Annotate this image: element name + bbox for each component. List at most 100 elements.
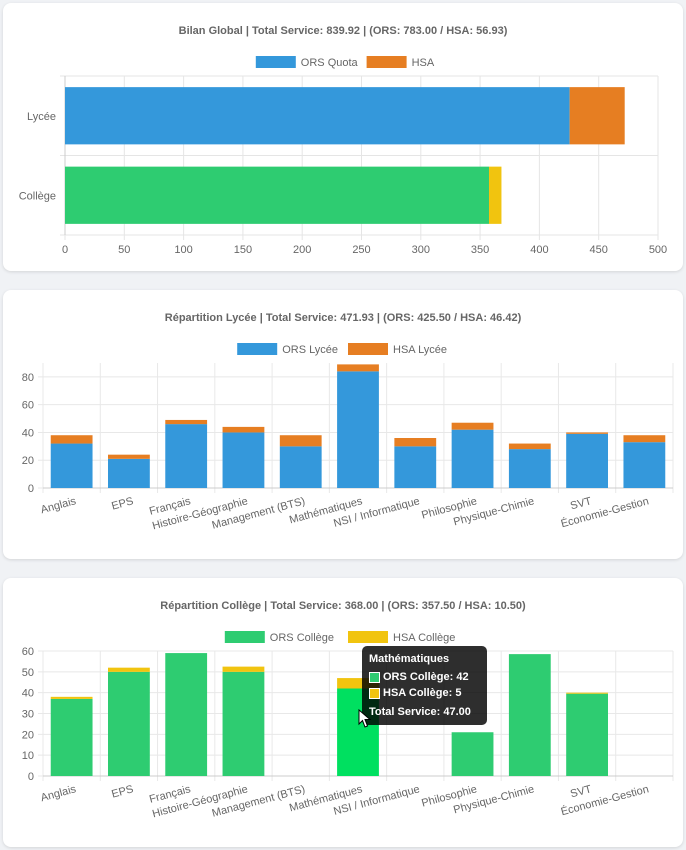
bar-0-8	[508, 449, 551, 488]
bar-0-2	[165, 653, 208, 776]
bar-0-0	[65, 87, 570, 145]
lycee-chart: Répartition Lycée | Total Service: 471.9…	[22, 312, 674, 532]
legend-swatch-1	[348, 343, 388, 355]
legend-label-0: ORS Quota	[301, 57, 359, 69]
y-tick-label-1: 10	[22, 750, 34, 762]
college-chart: Répartition Collège | Total Service: 368…	[22, 600, 674, 820]
bar-0-7	[451, 732, 494, 776]
x-tick-label-5: 250	[352, 244, 370, 256]
bar-0-1	[108, 458, 150, 488]
x-tick-label-8: 400	[530, 244, 548, 256]
bar-0-0	[50, 698, 93, 776]
legend-swatch-0	[255, 56, 296, 68]
bar-1-1	[108, 667, 150, 672]
tooltip-row-hsa: HSA Collège: 5	[369, 685, 480, 701]
tooltip-row-hsa-label: HSA Collège: 5	[383, 687, 462, 699]
bar-0-5	[337, 371, 379, 488]
bar-0-2	[165, 424, 208, 488]
y-tick-label-1: Collège	[19, 190, 56, 202]
y-tick-label-3: 30	[22, 709, 34, 721]
bar-0-3	[222, 671, 265, 776]
y-tick-label-2: 20	[22, 729, 34, 741]
y-tick-label-3: 60	[22, 400, 34, 412]
legend-label-0: ORS Collège	[270, 632, 334, 644]
bar-1-0	[50, 696, 93, 699]
tooltip-swatch-ors	[369, 671, 380, 683]
bar-1-1	[108, 454, 150, 459]
bar-0-3	[222, 432, 265, 488]
y-tick-label-1: 20	[22, 455, 34, 467]
y-tick-label-4: 80	[22, 372, 34, 384]
x-tick-label-0: Anglais	[39, 495, 77, 516]
legend-label-1: HSA Lycée	[393, 344, 447, 356]
x-tick-label-1: EPS	[110, 495, 134, 512]
chart-title: Répartition Collège | Total Service: 368…	[160, 600, 526, 612]
global-chart: Bilan Global | Total Service: 839.92 | (…	[19, 25, 667, 256]
mouse-pointer-icon	[358, 708, 372, 728]
tooltip-title: Mathématiques	[369, 653, 450, 665]
college-chart-card: Répartition Collège | Total Service: 368…	[3, 578, 683, 847]
bar-0-6	[394, 446, 437, 488]
chart-title: Bilan Global | Total Service: 839.92 | (…	[179, 25, 508, 37]
bar-1-7	[451, 422, 494, 430]
bar-1-2	[165, 419, 208, 425]
bar-1-9	[566, 432, 608, 434]
bar-0-1	[65, 166, 489, 224]
x-tick-label-9: SVT	[569, 783, 593, 800]
y-tick-label-0: 0	[28, 483, 34, 495]
bar-0-10	[623, 442, 666, 488]
bar-1-3	[222, 666, 265, 672]
y-tick-label-0: 0	[28, 771, 34, 783]
x-tick-label-9: SVT	[569, 495, 593, 512]
bar-1-6	[394, 438, 437, 447]
bar-0-8	[508, 654, 551, 776]
bar-1-4	[279, 435, 322, 447]
legend-label-1: HSA	[412, 57, 435, 69]
bar-0-4	[279, 446, 322, 488]
tooltip-row-ors-label: ORS Collège: 42	[383, 671, 469, 683]
x-tick-label-0: 0	[62, 244, 68, 256]
lycee-chart-card: Répartition Lycée | Total Service: 471.9…	[3, 290, 683, 559]
global-chart-card: Bilan Global | Total Service: 839.92 | (…	[3, 3, 683, 271]
x-tick-label-7: 350	[471, 244, 489, 256]
x-tick-label-1: EPS	[110, 783, 134, 800]
x-tick-label-2: 100	[174, 244, 192, 256]
bar-0-9	[566, 693, 608, 776]
y-tick-label-6: 60	[22, 646, 34, 658]
legend-label-1: HSA Collège	[393, 632, 455, 644]
x-tick-label-1: 50	[118, 244, 130, 256]
x-tick-label-3: 150	[234, 244, 252, 256]
bar-1-9	[566, 692, 608, 694]
y-tick-label-0: Lycée	[27, 111, 56, 123]
chart-tooltip: Mathématiques ORS Collège: 42 HSA Collèg…	[362, 646, 487, 725]
bar-1-5	[337, 364, 379, 372]
legend-swatch-1	[348, 631, 388, 643]
bar-1-10	[623, 435, 666, 443]
legend-swatch-0	[237, 343, 278, 355]
bar-0-1	[108, 671, 150, 776]
x-tick-label-0: Anglais	[39, 783, 77, 804]
x-tick-label-9: 450	[590, 244, 608, 256]
legend-swatch-0	[224, 631, 265, 643]
y-tick-label-4: 40	[22, 688, 34, 700]
bar-0-9	[566, 433, 608, 488]
tooltip-swatch-hsa	[369, 687, 380, 699]
legend-label-0: ORS Lycée	[282, 344, 338, 356]
bar-1-0	[50, 435, 93, 444]
bar-1-3	[222, 426, 265, 433]
bar-1-8	[508, 443, 551, 450]
bar-1-5	[337, 678, 379, 689]
x-tick-label-4: 200	[293, 244, 311, 256]
x-tick-label-6: 300	[412, 244, 430, 256]
bar-1-1	[488, 166, 502, 224]
y-tick-label-2: 40	[22, 427, 34, 439]
bar-0-7	[451, 429, 494, 488]
x-tick-label-10: 500	[649, 244, 667, 256]
y-tick-label-5: 50	[22, 667, 34, 679]
legend-swatch-1	[366, 56, 407, 68]
chart-title: Répartition Lycée | Total Service: 471.9…	[165, 312, 522, 324]
tooltip-row-ors: ORS Collège: 42	[369, 669, 480, 685]
bar-1-0	[569, 87, 625, 145]
bar-0-0	[50, 443, 93, 488]
tooltip-footer: Total Service: 47.00	[369, 706, 471, 718]
